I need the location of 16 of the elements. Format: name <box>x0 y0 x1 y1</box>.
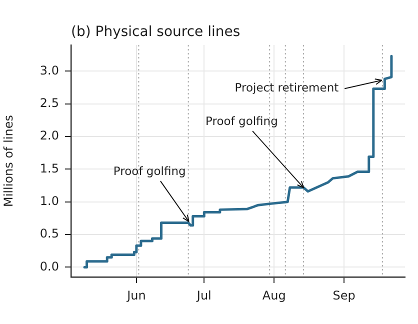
annotation: Proof golfing <box>113 164 186 178</box>
x-tick-label: Jun <box>126 288 146 302</box>
y-axis-title: Millions of lines <box>1 115 16 207</box>
chart-title: (b) Physical source lines <box>71 24 240 40</box>
x-tick-label: Jul <box>196 288 212 302</box>
y-tick-label: 0.0 <box>40 259 59 274</box>
y-tick-label: 2.5 <box>40 96 59 110</box>
y-tick-label: 2.0 <box>40 128 59 143</box>
y-tick-label: 0.5 <box>40 226 59 241</box>
y-tick-label: 3.0 <box>40 63 59 78</box>
annotation: Proof golfing <box>206 114 278 128</box>
annotation: Project retirement <box>234 80 340 95</box>
x-tick-label: Aug <box>262 288 286 302</box>
y-tick-label: 1.5 <box>40 161 59 176</box>
y-tick-label: 1.0 <box>40 194 59 208</box>
x-tick-label: Sep <box>332 288 356 302</box>
